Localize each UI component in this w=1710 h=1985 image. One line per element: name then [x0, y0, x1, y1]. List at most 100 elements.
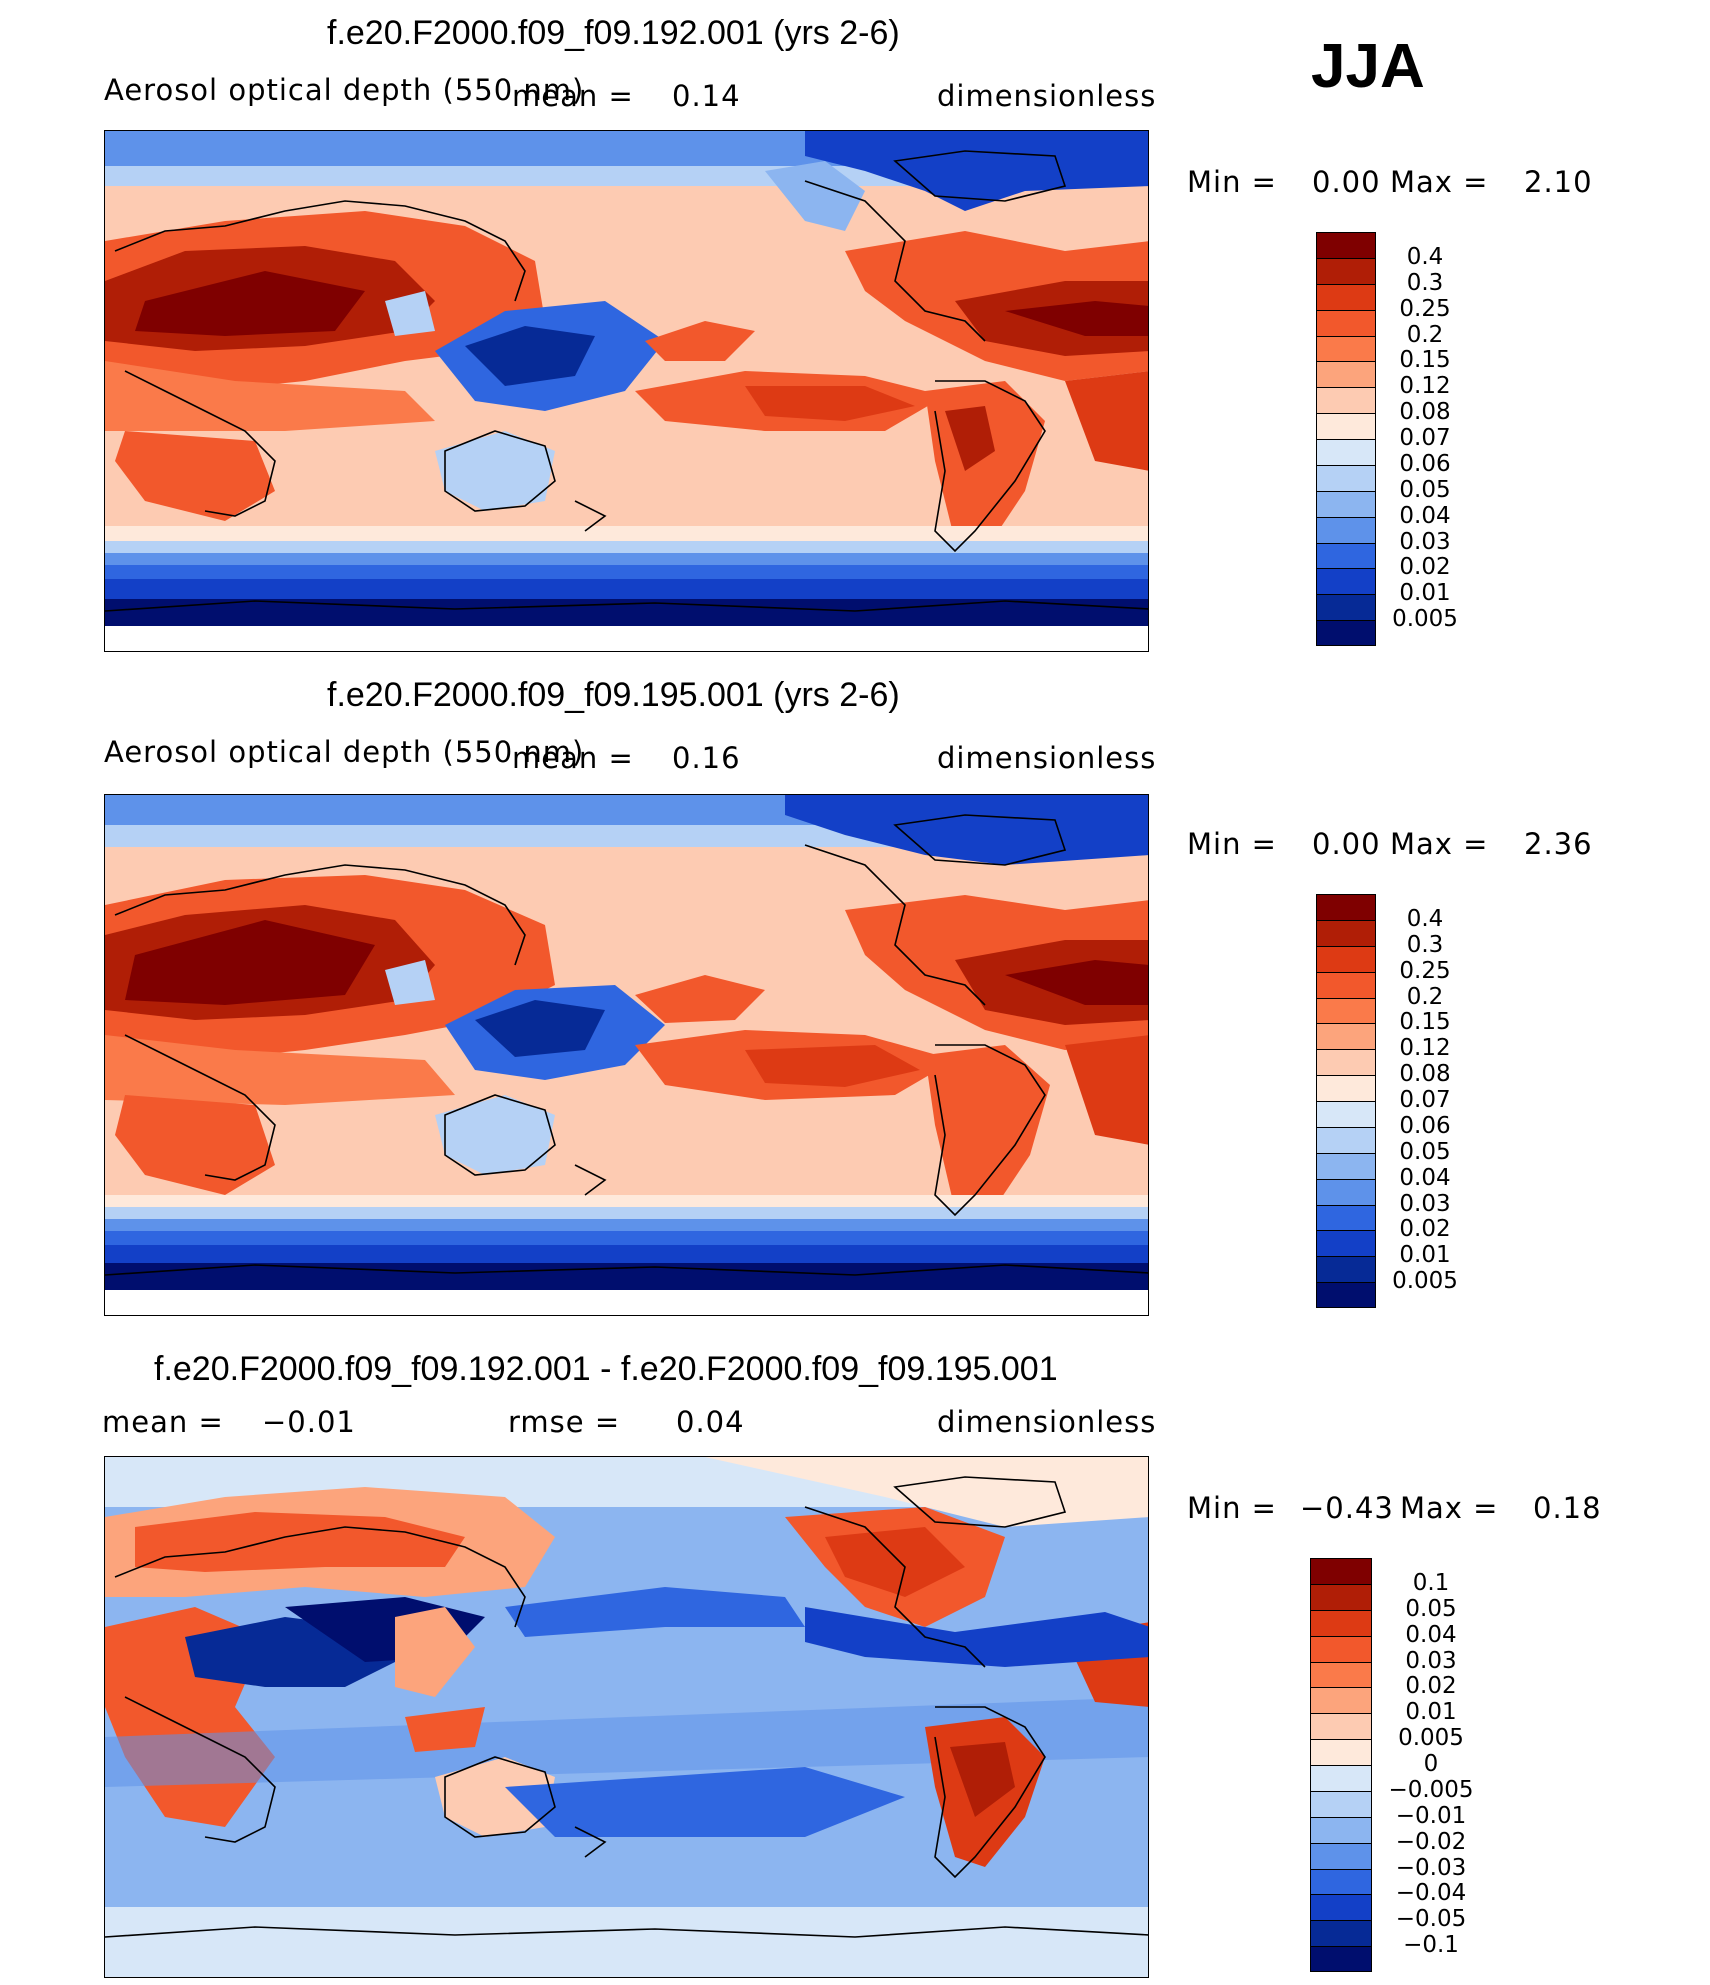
- colorbar-swatch: [1316, 1256, 1376, 1283]
- colorbar-tick-label: −0.04: [1395, 1880, 1467, 1907]
- colorbar-tick-label: 0.01: [1399, 1242, 1451, 1269]
- panel-1-mean-value: 0.14: [672, 79, 741, 113]
- colorbar-swatch: [1310, 1583, 1372, 1610]
- panel-1-min-label: Min =: [1187, 165, 1277, 199]
- colorbar-tick-label: 0.04: [1405, 1621, 1457, 1648]
- colorbar-tick-label: 0.02: [1399, 1216, 1451, 1243]
- panel-3-rmse-label: rmse =: [508, 1405, 621, 1439]
- colorbar-swatch: [1316, 309, 1376, 336]
- panel-3-mean-label: mean =: [102, 1405, 224, 1439]
- panel-1-units: dimensionless: [937, 79, 1157, 113]
- colorbar-swatch: [1316, 464, 1376, 491]
- colorbar-tick-label: 0.3: [1406, 269, 1444, 296]
- colorbar-swatch: [1316, 568, 1376, 595]
- colorbar-swatch: [1316, 1204, 1376, 1231]
- colorbar-tick-label: 0.15: [1399, 347, 1451, 374]
- colorbar-swatch: [1316, 335, 1376, 362]
- panel-3-min-value: −0.43: [1300, 1491, 1394, 1525]
- colorbar-swatch: [1310, 1713, 1372, 1740]
- colorbar-swatch: [1316, 361, 1376, 388]
- panel-2-variable: Aerosol optical depth (550 nm): [104, 735, 585, 769]
- colorbar-tick-label: 0.07: [1399, 1087, 1451, 1113]
- colorbar-swatch: [1310, 1661, 1372, 1688]
- panel-2-max-value: 2.36: [1524, 827, 1593, 861]
- colorbar-swatch: [1310, 1842, 1372, 1869]
- colorbar-swatch: [1316, 232, 1376, 258]
- colorbar-tick-label: 0.06: [1399, 450, 1451, 477]
- colorbar-tick-label: 0.4: [1406, 243, 1444, 270]
- colorbar-tick-label: 0.08: [1399, 399, 1451, 426]
- colorbar-swatch: [1316, 997, 1376, 1024]
- panel-1-variable: Aerosol optical depth (550 nm): [104, 73, 585, 107]
- colorbar-tick-label: 0.2: [1406, 983, 1444, 1010]
- colorbar-tick-label: 0.005: [1392, 606, 1458, 633]
- colorbar-swatch: [1316, 1282, 1376, 1308]
- colorbar-tick-label: −0.02: [1395, 1828, 1467, 1855]
- panel-2-units: dimensionless: [937, 741, 1157, 775]
- colorbar-swatch: [1310, 1609, 1372, 1636]
- colorbar-tick-label: 0.01: [1399, 580, 1451, 607]
- panel-1-title: f.e20.F2000.f09_f09.192.001 (yrs 2-6): [327, 14, 900, 52]
- colorbar-swatch: [1310, 1739, 1372, 1765]
- colorbar-tick-label: 0.12: [1399, 373, 1451, 400]
- colorbar-swatch: [1316, 1023, 1376, 1050]
- panel-3-mean-value: −0.01: [262, 1405, 356, 1439]
- colorbar-tick-label: 0.12: [1399, 1035, 1451, 1062]
- colorbar-tick-label: −0.05: [1395, 1906, 1467, 1933]
- colorbar-swatch: [1316, 945, 1376, 972]
- colorbar-tick-label: 0.25: [1399, 295, 1451, 322]
- colorbar-tick-label: 0.03: [1405, 1647, 1457, 1674]
- colorbar-swatch: [1316, 439, 1376, 465]
- panel-2-min-label: Min =: [1187, 827, 1277, 861]
- colorbar-swatch: [1316, 1049, 1376, 1076]
- panel-1-max-label: Max =: [1390, 165, 1489, 199]
- colorbar-swatch: [1316, 1230, 1376, 1257]
- season-label: JJA: [1311, 32, 1425, 101]
- panel-3-map-svg: [105, 1457, 1148, 1977]
- colorbar-swatch: [1316, 594, 1376, 621]
- colorbar-tick-label: 0.2: [1406, 321, 1444, 348]
- colorbar-swatch: [1316, 542, 1376, 569]
- colorbar-tick-label: 0.03: [1399, 528, 1451, 555]
- colorbar-tick-label: 0.04: [1399, 502, 1451, 529]
- colorbar-tick-label: 0.005: [1398, 1725, 1464, 1752]
- colorbar-swatch: [1316, 894, 1376, 920]
- panel-3-title: f.e20.F2000.f09_f09.192.001 - f.e20.F200…: [154, 1350, 1058, 1388]
- colorbar-swatch: [1316, 1101, 1376, 1127]
- colorbar-tick-label: −0.1: [1403, 1932, 1459, 1959]
- panel-3-min-label: Min =: [1187, 1491, 1277, 1525]
- panel-3-max-label: Max =: [1400, 1491, 1499, 1525]
- colorbar-tick-label: 0.05: [1399, 476, 1451, 503]
- panel-1-map-svg: [105, 131, 1148, 626]
- panel-2-map-svg: [105, 795, 1148, 1290]
- colorbar-tick-label: −0.01: [1395, 1802, 1467, 1829]
- colorbar-tick-label: 0.3: [1406, 931, 1444, 958]
- panel-3-max-value: 0.18: [1533, 1491, 1602, 1525]
- colorbar-tick-label: 0.04: [1399, 1164, 1451, 1191]
- colorbar-tick-label: 0.02: [1399, 554, 1451, 581]
- panel-1-mean-label: mean =: [512, 79, 634, 113]
- colorbar-swatch: [1310, 1868, 1372, 1895]
- colorbar-swatch: [1316, 971, 1376, 998]
- colorbar-tick-label: −0.005: [1388, 1776, 1474, 1803]
- colorbar-tick-label: 0: [1423, 1751, 1439, 1777]
- colorbar-swatch: [1316, 1178, 1376, 1205]
- panel-2-mean-label: mean =: [512, 741, 634, 775]
- panel-2-title: f.e20.F2000.f09_f09.195.001 (yrs 2-6): [327, 676, 900, 714]
- colorbar-tick-label: 0.06: [1399, 1112, 1451, 1139]
- colorbar-tick-label: 0.08: [1399, 1061, 1451, 1088]
- colorbar-tick-label: 0.1: [1412, 1569, 1450, 1596]
- panel-2-mean-value: 0.16: [672, 741, 741, 775]
- colorbar-tick-label: 0.15: [1399, 1009, 1451, 1036]
- colorbar-swatch: [1310, 1946, 1372, 1972]
- colorbar-tick-label: 0.05: [1399, 1138, 1451, 1165]
- colorbar-swatch: [1316, 283, 1376, 310]
- colorbar-swatch: [1310, 1920, 1372, 1947]
- colorbar-tick-label: −0.03: [1395, 1854, 1467, 1881]
- colorbar-swatch: [1316, 387, 1376, 414]
- colorbar-tick-label: 0.05: [1405, 1595, 1457, 1622]
- colorbar-swatch: [1310, 1558, 1372, 1584]
- panel-1-min-value: 0.00: [1312, 165, 1381, 199]
- colorbar-swatch: [1310, 1816, 1372, 1843]
- panel-2-min-value: 0.00: [1312, 827, 1381, 861]
